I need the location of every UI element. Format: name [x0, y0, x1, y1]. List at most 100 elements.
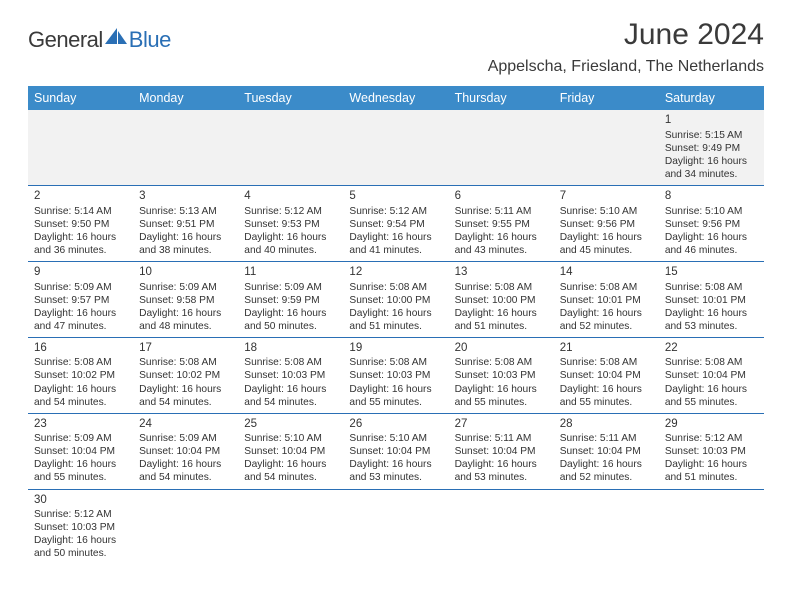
daylight-text: Daylight: 16 hours [455, 383, 548, 396]
sunset-text: Sunset: 9:59 PM [244, 294, 337, 307]
sunrise-text: Sunrise: 5:08 AM [455, 281, 548, 294]
calendar-cell [449, 110, 554, 185]
sunrise-text: Sunrise: 5:08 AM [560, 356, 653, 369]
daylight-text: and 52 minutes. [560, 320, 653, 333]
sunrise-text: Sunrise: 5:09 AM [244, 281, 337, 294]
calendar-week: 1Sunrise: 5:15 AMSunset: 9:49 PMDaylight… [28, 110, 764, 185]
daylight-text: Daylight: 16 hours [139, 307, 232, 320]
day-number: 14 [560, 265, 653, 280]
day-number: 11 [244, 265, 337, 280]
calendar-cell: 20Sunrise: 5:08 AMSunset: 10:03 PMDaylig… [449, 337, 554, 413]
daylight-text: Daylight: 16 hours [665, 155, 758, 168]
calendar-cell: 16Sunrise: 5:08 AMSunset: 10:02 PMDaylig… [28, 337, 133, 413]
sunrise-text: Sunrise: 5:12 AM [34, 508, 127, 521]
sunset-text: Sunset: 9:57 PM [34, 294, 127, 307]
day-number: 8 [665, 189, 758, 204]
calendar-cell: 18Sunrise: 5:08 AMSunset: 10:03 PMDaylig… [238, 337, 343, 413]
sunset-text: Sunset: 10:01 PM [665, 294, 758, 307]
calendar-cell: 24Sunrise: 5:09 AMSunset: 10:04 PMDaylig… [133, 413, 238, 489]
sunset-text: Sunset: 9:58 PM [139, 294, 232, 307]
day-number: 24 [139, 417, 232, 432]
daylight-text: and 51 minutes. [349, 320, 442, 333]
day-number: 27 [455, 417, 548, 432]
sunrise-text: Sunrise: 5:08 AM [665, 356, 758, 369]
calendar-cell: 1Sunrise: 5:15 AMSunset: 9:49 PMDaylight… [659, 110, 764, 185]
calendar-cell: 8Sunrise: 5:10 AMSunset: 9:56 PMDaylight… [659, 185, 764, 261]
day-number: 4 [244, 189, 337, 204]
sunrise-text: Sunrise: 5:08 AM [560, 281, 653, 294]
sunrise-text: Sunrise: 5:08 AM [349, 356, 442, 369]
sunrise-text: Sunrise: 5:12 AM [665, 432, 758, 445]
daylight-text: and 38 minutes. [139, 244, 232, 257]
daylight-text: Daylight: 16 hours [455, 231, 548, 244]
title-block: June 2024 Appelscha, Friesland, The Neth… [488, 18, 764, 76]
calendar-cell: 3Sunrise: 5:13 AMSunset: 9:51 PMDaylight… [133, 185, 238, 261]
daylight-text: Daylight: 16 hours [560, 307, 653, 320]
calendar-cell: 9Sunrise: 5:09 AMSunset: 9:57 PMDaylight… [28, 261, 133, 337]
calendar-table: SundayMondayTuesdayWednesdayThursdayFrid… [28, 86, 764, 564]
daylight-text: and 50 minutes. [244, 320, 337, 333]
sunrise-text: Sunrise: 5:10 AM [244, 432, 337, 445]
day-number: 15 [665, 265, 758, 280]
calendar-cell [554, 110, 659, 185]
daylight-text: Daylight: 16 hours [665, 458, 758, 471]
daylight-text: Daylight: 16 hours [665, 307, 758, 320]
daylight-text: and 55 minutes. [665, 396, 758, 409]
calendar-cell: 14Sunrise: 5:08 AMSunset: 10:01 PMDaylig… [554, 261, 659, 337]
month-title: June 2024 [488, 18, 764, 52]
calendar-week: 30Sunrise: 5:12 AMSunset: 10:03 PMDaylig… [28, 489, 764, 564]
sunrise-text: Sunrise: 5:11 AM [455, 432, 548, 445]
daylight-text: and 53 minutes. [665, 320, 758, 333]
daylight-text: and 50 minutes. [34, 547, 127, 560]
sunrise-text: Sunrise: 5:10 AM [560, 205, 653, 218]
calendar-week: 2Sunrise: 5:14 AMSunset: 9:50 PMDaylight… [28, 185, 764, 261]
calendar-cell: 26Sunrise: 5:10 AMSunset: 10:04 PMDaylig… [343, 413, 448, 489]
calendar-cell [659, 489, 764, 564]
daylight-text: and 52 minutes. [560, 471, 653, 484]
daylight-text: Daylight: 16 hours [34, 383, 127, 396]
sunset-text: Sunset: 10:03 PM [244, 369, 337, 382]
day-number: 18 [244, 341, 337, 356]
day-number: 5 [349, 189, 442, 204]
calendar-cell: 29Sunrise: 5:12 AMSunset: 10:03 PMDaylig… [659, 413, 764, 489]
sunrise-text: Sunrise: 5:10 AM [349, 432, 442, 445]
daylight-text: and 43 minutes. [455, 244, 548, 257]
sunset-text: Sunset: 9:50 PM [34, 218, 127, 231]
daylight-text: Daylight: 16 hours [560, 231, 653, 244]
daylight-text: and 55 minutes. [349, 396, 442, 409]
calendar-cell [133, 489, 238, 564]
sunrise-text: Sunrise: 5:08 AM [455, 356, 548, 369]
sunset-text: Sunset: 10:04 PM [665, 369, 758, 382]
sunrise-text: Sunrise: 5:15 AM [665, 129, 758, 142]
daylight-text: and 48 minutes. [139, 320, 232, 333]
daylight-text: Daylight: 16 hours [34, 307, 127, 320]
day-number: 3 [139, 189, 232, 204]
calendar-cell: 11Sunrise: 5:09 AMSunset: 9:59 PMDayligh… [238, 261, 343, 337]
daylight-text: and 55 minutes. [34, 471, 127, 484]
sunset-text: Sunset: 10:03 PM [665, 445, 758, 458]
sunset-text: Sunset: 10:04 PM [349, 445, 442, 458]
sunset-text: Sunset: 9:55 PM [455, 218, 548, 231]
day-header: Saturday [659, 86, 764, 110]
sunset-text: Sunset: 10:02 PM [34, 369, 127, 382]
daylight-text: Daylight: 16 hours [139, 458, 232, 471]
sunrise-text: Sunrise: 5:14 AM [34, 205, 127, 218]
daylight-text: Daylight: 16 hours [560, 383, 653, 396]
calendar-cell: 27Sunrise: 5:11 AMSunset: 10:04 PMDaylig… [449, 413, 554, 489]
day-number: 23 [34, 417, 127, 432]
daylight-text: Daylight: 16 hours [244, 383, 337, 396]
daylight-text: and 36 minutes. [34, 244, 127, 257]
day-header: Tuesday [238, 86, 343, 110]
day-header: Thursday [449, 86, 554, 110]
calendar-week: 23Sunrise: 5:09 AMSunset: 10:04 PMDaylig… [28, 413, 764, 489]
calendar-cell: 25Sunrise: 5:10 AMSunset: 10:04 PMDaylig… [238, 413, 343, 489]
sunset-text: Sunset: 9:54 PM [349, 218, 442, 231]
daylight-text: Daylight: 16 hours [244, 231, 337, 244]
day-number: 9 [34, 265, 127, 280]
day-of-week-header: SundayMondayTuesdayWednesdayThursdayFrid… [28, 86, 764, 110]
sunset-text: Sunset: 10:04 PM [244, 445, 337, 458]
calendar-cell [238, 110, 343, 185]
sunset-text: Sunset: 10:04 PM [560, 445, 653, 458]
calendar-cell [238, 489, 343, 564]
logo-text-part2: Blue [129, 27, 171, 53]
